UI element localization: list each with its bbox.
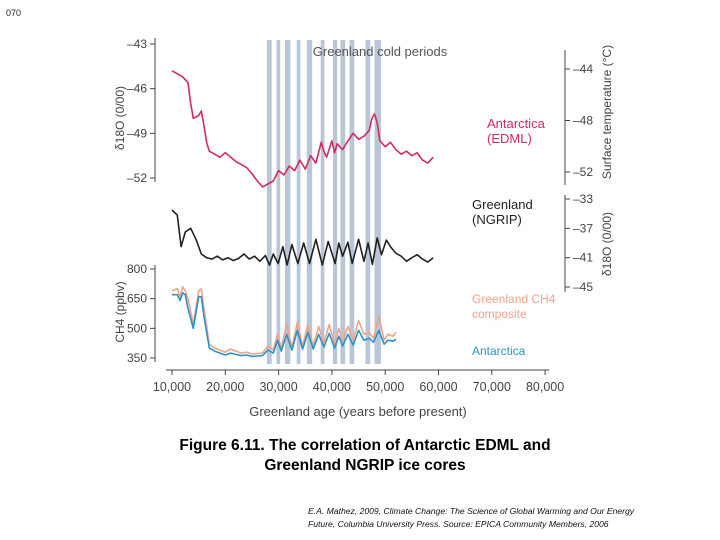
source-citation: E.A. Mathez, 2009, Climate Change: The S… (308, 505, 718, 531)
chart-axes: –43 –46 –49 –52 800 650 500 350 –44 –48 –52 –33 –37 –… (127, 37, 593, 394)
ngrip-y-tick-label: –33 (573, 192, 593, 206)
cold-period-band-4 (296, 40, 301, 364)
x-tick-label: 50,000 (366, 380, 404, 394)
x-tick-label: 60,000 (419, 380, 457, 394)
x-tick-label: 40,000 (313, 380, 351, 394)
x-tick-label: 10,000 (153, 380, 191, 394)
caption-line-2: Greenland NGRIP ice cores (264, 457, 466, 474)
source-line-2: Future, Columbia University Press. Sourc… (308, 519, 609, 529)
x-axis-label: Greenland age (years before present) (249, 404, 467, 419)
ch4-antarctica-label: Antarctica (472, 344, 526, 358)
ch4-y-axis-label: CH4 (ppbv) (113, 281, 127, 342)
x-tick-label: 70,000 (473, 380, 511, 394)
caption-line-1: Figure 6.11. The correlation of Antarcti… (179, 437, 551, 454)
edml-series-label-2: (EDML) (487, 131, 532, 146)
cold-period-band-8 (340, 40, 346, 364)
temperature-tick-label: –52 (573, 165, 593, 179)
temperature-tick-label: –44 (573, 62, 593, 76)
ch4-composite-line (171, 285, 397, 355)
ngrip-series-label-2: (NGRIP) (472, 212, 522, 227)
cold-period-band-6 (320, 40, 325, 364)
ice-core-chart: –43 –46 –49 –52 800 650 500 350 –44 –48 –52 –33 –37 –… (113, 37, 614, 419)
cold-period-band-1 (266, 40, 272, 364)
chart-labels: Greenland cold periods Antarctica (EDML)… (113, 44, 614, 419)
ngrip-y-tick-label: –45 (573, 280, 593, 294)
cold-period-bands (266, 40, 381, 364)
ch4-composite-label-2: composite (472, 307, 527, 321)
edml-y-axis-label: δ18O (0/00) (113, 86, 127, 150)
ngrip-y-tick-label: –41 (573, 251, 593, 265)
cold-period-band-9 (349, 40, 355, 364)
chart-series (171, 70, 434, 358)
slide-number: 070 (6, 8, 22, 18)
x-tick-label: 80,000 (526, 380, 564, 394)
ch4-y-tick-label: 500 (127, 321, 147, 335)
temperature-axis-label: Surface temperature (°C) (600, 45, 614, 179)
x-tick-label: 20,000 (206, 380, 244, 394)
edml-series-label-1: Antarctica (487, 116, 546, 131)
ch4-y-tick-label: 650 (127, 292, 147, 306)
ch4-antarctica-line (172, 291, 397, 358)
cold-period-band-11 (374, 40, 381, 364)
cold-period-band-10 (365, 40, 371, 364)
temperature-tick-label: –48 (573, 114, 593, 128)
edml-y-tick-label: –52 (127, 171, 147, 185)
edml-y-tick-label: –49 (127, 126, 147, 140)
x-tick-label: 30,000 (259, 380, 297, 394)
figure-caption: Figure 6.11. The correlation of Antarcti… (130, 436, 600, 476)
ngrip-line (171, 209, 434, 266)
cold-period-band-3 (284, 40, 291, 364)
ch4-composite-label-1: Greenland CH4 (472, 292, 556, 306)
ngrip-series-label-1: Greenland (472, 197, 533, 212)
cold-period-band-2 (276, 40, 281, 364)
edml-y-tick-label: –43 (127, 37, 147, 51)
cold-periods-title: Greenland cold periods (313, 44, 448, 59)
edml-y-tick-label: –46 (127, 82, 147, 96)
ch4-y-tick-label: 350 (127, 351, 147, 365)
cold-period-band-7 (332, 40, 338, 364)
source-line-1: E.A. Mathez, 2009, Climate Change: The S… (308, 506, 635, 516)
ngrip-y-tick-label: –37 (573, 221, 593, 235)
cold-period-band-5 (306, 40, 313, 364)
ch4-y-tick-label: 800 (127, 262, 147, 276)
edml-line (171, 70, 434, 188)
ngrip-y-axis-label: δ18O (0/00) (600, 212, 614, 276)
